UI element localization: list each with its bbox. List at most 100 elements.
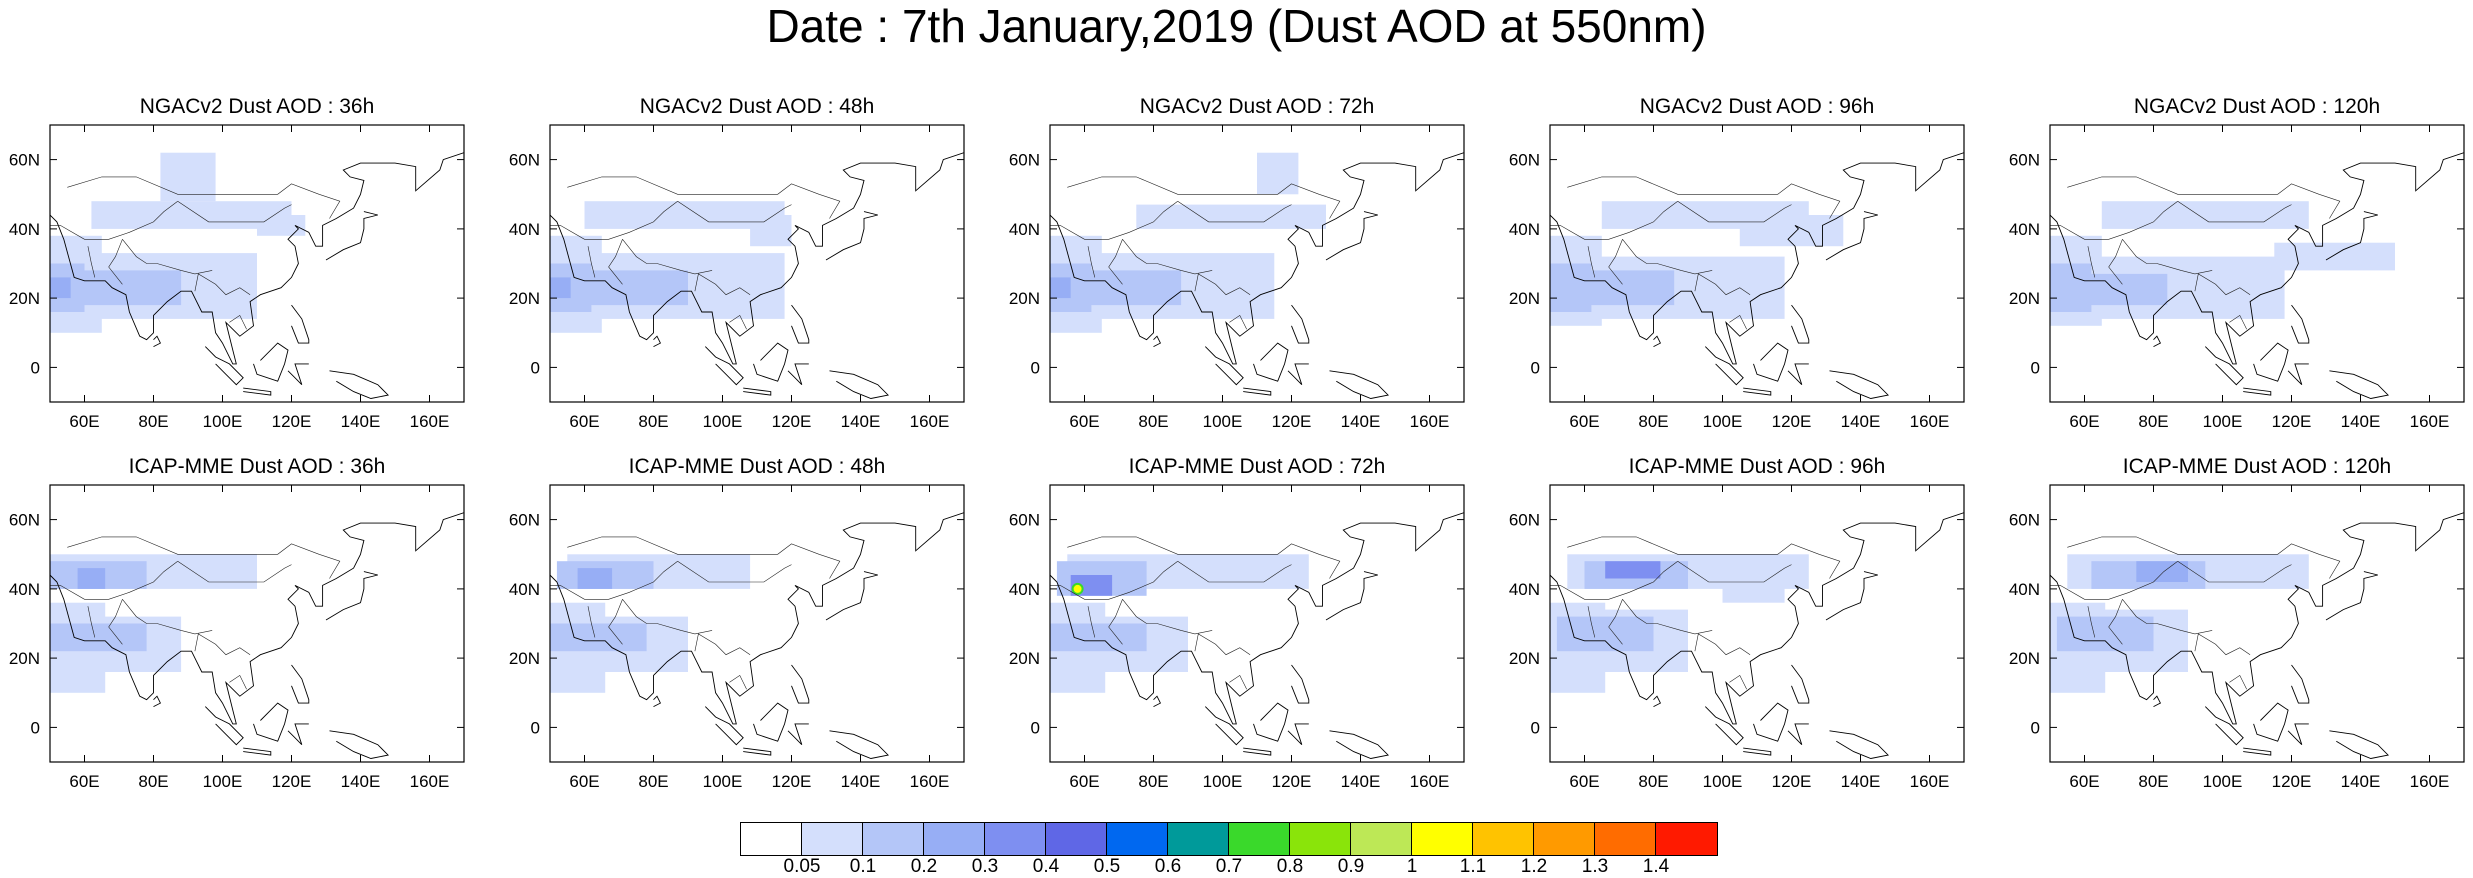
x-tick-label: 160E <box>1410 772 1450 791</box>
country-border <box>177 200 292 223</box>
colorbar-box <box>985 823 1046 855</box>
coastline <box>243 747 272 756</box>
colorbar-box <box>1229 823 1290 855</box>
country-border <box>1694 273 1751 296</box>
x-tick-label: 140E <box>1341 412 1381 431</box>
panel-title: NGACv2 Dust AOD : 48h <box>640 95 875 118</box>
coastline <box>50 512 464 725</box>
x-tick-label: 60E <box>569 772 599 791</box>
aod-shading <box>1739 215 1844 247</box>
x-tick-label: 140E <box>1841 772 1881 791</box>
x-tick-label: 140E <box>1841 412 1881 431</box>
y-tick-label: 20N <box>509 289 540 308</box>
coastline <box>550 512 964 725</box>
coastline <box>787 363 809 386</box>
y-tick-label: 0 <box>1031 718 1040 737</box>
country-border <box>2087 246 2096 278</box>
aod-shading <box>2084 273 2168 306</box>
coastline <box>1829 730 1890 759</box>
coastline <box>1787 363 1809 386</box>
country-border <box>1194 633 1251 656</box>
map-frame <box>2049 484 2465 763</box>
x-tick-label: 60E <box>1569 772 1599 791</box>
x-tick-label: 140E <box>341 772 381 791</box>
country-border <box>2122 239 2213 275</box>
coastline <box>2325 211 2378 261</box>
coastline <box>291 304 310 344</box>
colorbar-box <box>1107 823 1168 855</box>
colorbar-label: 0.2 <box>910 856 938 877</box>
country-border <box>229 314 247 330</box>
country-border <box>1729 674 1747 690</box>
country-border <box>608 239 623 285</box>
coastline <box>1325 211 1378 261</box>
figure-title: Date : 7th January,2019 (Dust AOD at 550… <box>766 0 1707 52</box>
country-border <box>194 273 251 296</box>
panel-title: ICAP-MME Dust AOD : 36h <box>129 455 386 478</box>
coastline <box>243 387 272 396</box>
panel-title: NGACv2 Dust AOD : 72h <box>1140 95 1375 118</box>
coastline <box>1753 702 1789 742</box>
coastline <box>153 335 162 348</box>
country-border <box>122 599 213 635</box>
colorbar-box <box>1046 823 1107 855</box>
coastline <box>1243 387 1272 396</box>
coastline <box>1287 363 1309 386</box>
aod-shading <box>84 270 182 306</box>
coastline <box>825 571 878 621</box>
coastline <box>1791 304 1810 344</box>
y-tick-label: 20N <box>509 649 540 668</box>
aod-shading <box>1257 152 1299 195</box>
country-border <box>2050 200 2178 240</box>
x-tick-label: 160E <box>2410 772 2450 791</box>
coastline <box>2287 723 2309 746</box>
x-tick-label: 80E <box>2138 772 2168 791</box>
x-tick-label: 120E <box>1772 412 1812 431</box>
x-tick-label: 60E <box>69 412 99 431</box>
x-tick-label: 100E <box>1203 412 1243 431</box>
colorbar-label: 1.2 <box>1520 856 1548 877</box>
country-border <box>1550 560 1678 600</box>
coastline <box>704 346 744 386</box>
x-tick-label: 80E <box>1638 772 1668 791</box>
map-panel-6: ICAP-MME Dust AOD : 36h 60E 80E 100E 120E 140… <box>9 455 465 791</box>
coastline <box>825 211 878 261</box>
y-tick-label: 0 <box>1031 358 1040 377</box>
x-tick-label: 100E <box>1203 772 1243 791</box>
coastline <box>829 730 890 759</box>
coastline <box>1653 335 1662 348</box>
country-border <box>1677 560 1792 583</box>
coastline <box>1204 706 1244 746</box>
x-tick-label: 160E <box>910 772 950 791</box>
country-border <box>67 176 341 219</box>
y-tick-label: 60N <box>1509 151 1540 170</box>
y-tick-label: 60N <box>9 151 40 170</box>
coastline <box>743 387 772 396</box>
country-border <box>2177 560 2292 583</box>
x-tick-label: 120E <box>1272 772 1312 791</box>
panel-title: ICAP-MME Dust AOD : 72h <box>1129 455 1386 478</box>
map-panel-3: NGACv2 Dust AOD : 72h 60E 80E 100E 120E 140E 1… <box>1009 95 1465 431</box>
coastline <box>2291 304 2310 344</box>
country-border <box>1567 176 1841 219</box>
country-border <box>1229 314 1247 330</box>
colorbar-label: 0.3 <box>971 856 999 877</box>
coastline <box>1050 512 1464 725</box>
coastline <box>1204 346 1244 386</box>
aod-shading <box>577 568 613 589</box>
coastline <box>204 346 244 386</box>
country-border <box>550 200 678 240</box>
x-tick-label: 60E <box>1069 412 1099 431</box>
country-border <box>1587 246 1596 278</box>
country-border <box>587 606 596 638</box>
country-border <box>2067 176 2341 219</box>
y-tick-label: 0 <box>2031 718 2040 737</box>
map-frame <box>2049 124 2465 403</box>
aod-shading <box>1584 270 1675 306</box>
country-border <box>1608 239 1623 285</box>
colorbar-label: 1.4 <box>1642 856 1670 877</box>
coastline <box>2329 730 2390 759</box>
y-tick-label: 40N <box>2009 580 2040 599</box>
y-tick-label: 40N <box>9 220 40 239</box>
y-tick-label: 20N <box>1009 289 1040 308</box>
